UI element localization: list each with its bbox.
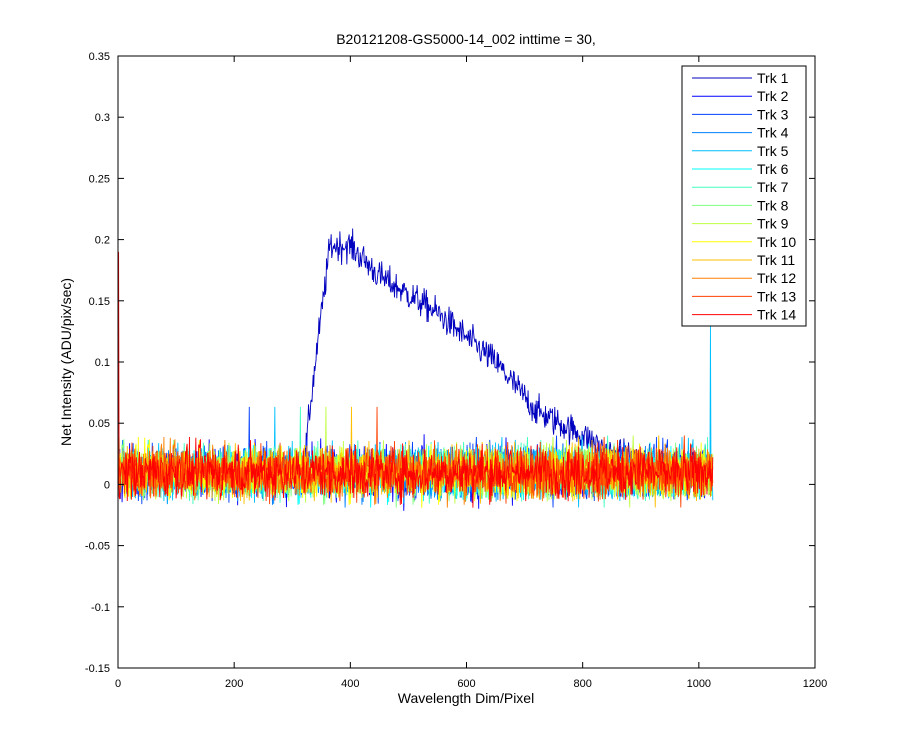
x-tick-label: 600 bbox=[457, 678, 475, 690]
y-tick-label: 0 bbox=[104, 479, 110, 491]
legend: Trk 1 Trk 2 Trk 3 Trk 4 Trk 5 Trk 6 Trk 7 Trk 8… bbox=[681, 65, 807, 327]
legend-label: Trk 14 bbox=[757, 307, 796, 323]
x-tick-label: 1200 bbox=[803, 678, 827, 690]
legend-label: Trk 13 bbox=[757, 288, 796, 304]
legend-label: Trk 9 bbox=[757, 216, 789, 232]
y-tick-label: -0.1 bbox=[91, 602, 110, 614]
y-tick-label: 0.25 bbox=[89, 173, 110, 185]
y-tick-label: 0.35 bbox=[89, 51, 110, 63]
x-axis-label: Wavelength Dim/Pixel bbox=[398, 690, 534, 706]
legend-label: Trk 7 bbox=[757, 179, 789, 195]
x-tick-label: 800 bbox=[573, 678, 591, 690]
series-line-14 bbox=[118, 251, 714, 508]
chart-title: B20121208-GS5000-14_002 inttime = 30, bbox=[336, 31, 596, 47]
legend-label: Trk 4 bbox=[757, 125, 789, 141]
y-tick-label: -0.05 bbox=[85, 541, 110, 553]
x-tick-label: 1000 bbox=[687, 678, 711, 690]
legend-label: Trk 6 bbox=[757, 161, 789, 177]
legend-label: Trk 12 bbox=[757, 270, 796, 286]
x-tick-label: 400 bbox=[341, 678, 359, 690]
legend-label: Trk 5 bbox=[757, 143, 789, 159]
y-tick-label: 0.05 bbox=[89, 418, 110, 430]
y-tick-label: -0.15 bbox=[85, 663, 110, 675]
ticks-layer: 0 200 400 600 800 1000 1200 -0.15 -0.1 -0.05 0 0.05… bbox=[85, 51, 827, 690]
legend-label: Trk 2 bbox=[757, 88, 789, 104]
legend-label: Trk 1 bbox=[757, 70, 789, 86]
x-tick-label: 200 bbox=[225, 678, 243, 690]
legend-label: Trk 8 bbox=[757, 197, 789, 213]
y-tick-label: 0.1 bbox=[95, 357, 110, 369]
y-tick-label: 0.2 bbox=[95, 235, 110, 247]
series-layer bbox=[118, 228, 714, 511]
legend-label: Trk 10 bbox=[757, 234, 796, 250]
y-axis-label: Net Intensity (ADU/pix/sec) bbox=[58, 278, 74, 446]
y-tick-label: 0.15 bbox=[89, 296, 110, 308]
legend-label: Trk 11 bbox=[757, 252, 795, 268]
legend-label: Trk 3 bbox=[757, 106, 789, 122]
y-tick-label: 0.3 bbox=[95, 112, 110, 124]
x-tick-label: 0 bbox=[115, 678, 121, 690]
legend-box bbox=[681, 65, 807, 327]
